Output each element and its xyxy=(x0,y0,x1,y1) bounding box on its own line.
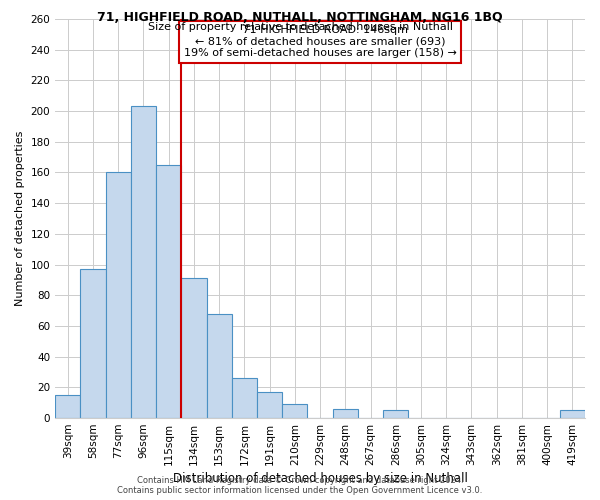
Bar xyxy=(131,106,156,418)
Y-axis label: Number of detached properties: Number of detached properties xyxy=(15,131,25,306)
Bar xyxy=(55,395,80,418)
Bar xyxy=(560,410,585,418)
Bar xyxy=(383,410,409,418)
Bar xyxy=(106,172,131,418)
Bar xyxy=(156,165,181,418)
Bar xyxy=(282,404,307,418)
Bar xyxy=(257,392,282,418)
Text: 71 HIGHFIELD ROAD: 146sqm
← 81% of detached houses are smaller (693)
19% of semi: 71 HIGHFIELD ROAD: 146sqm ← 81% of detac… xyxy=(184,25,457,58)
Text: Contains HM Land Registry data © Crown copyright and database right 2024.
Contai: Contains HM Land Registry data © Crown c… xyxy=(118,476,482,495)
Bar xyxy=(332,409,358,418)
Bar xyxy=(181,278,206,418)
Bar xyxy=(232,378,257,418)
Bar xyxy=(80,269,106,418)
Bar xyxy=(206,314,232,418)
Text: Size of property relative to detached houses in Nuthall: Size of property relative to detached ho… xyxy=(148,22,452,32)
Text: 71, HIGHFIELD ROAD, NUTHALL, NOTTINGHAM, NG16 1BQ: 71, HIGHFIELD ROAD, NUTHALL, NOTTINGHAM,… xyxy=(97,11,503,24)
X-axis label: Distribution of detached houses by size in Nuthall: Distribution of detached houses by size … xyxy=(173,472,467,485)
